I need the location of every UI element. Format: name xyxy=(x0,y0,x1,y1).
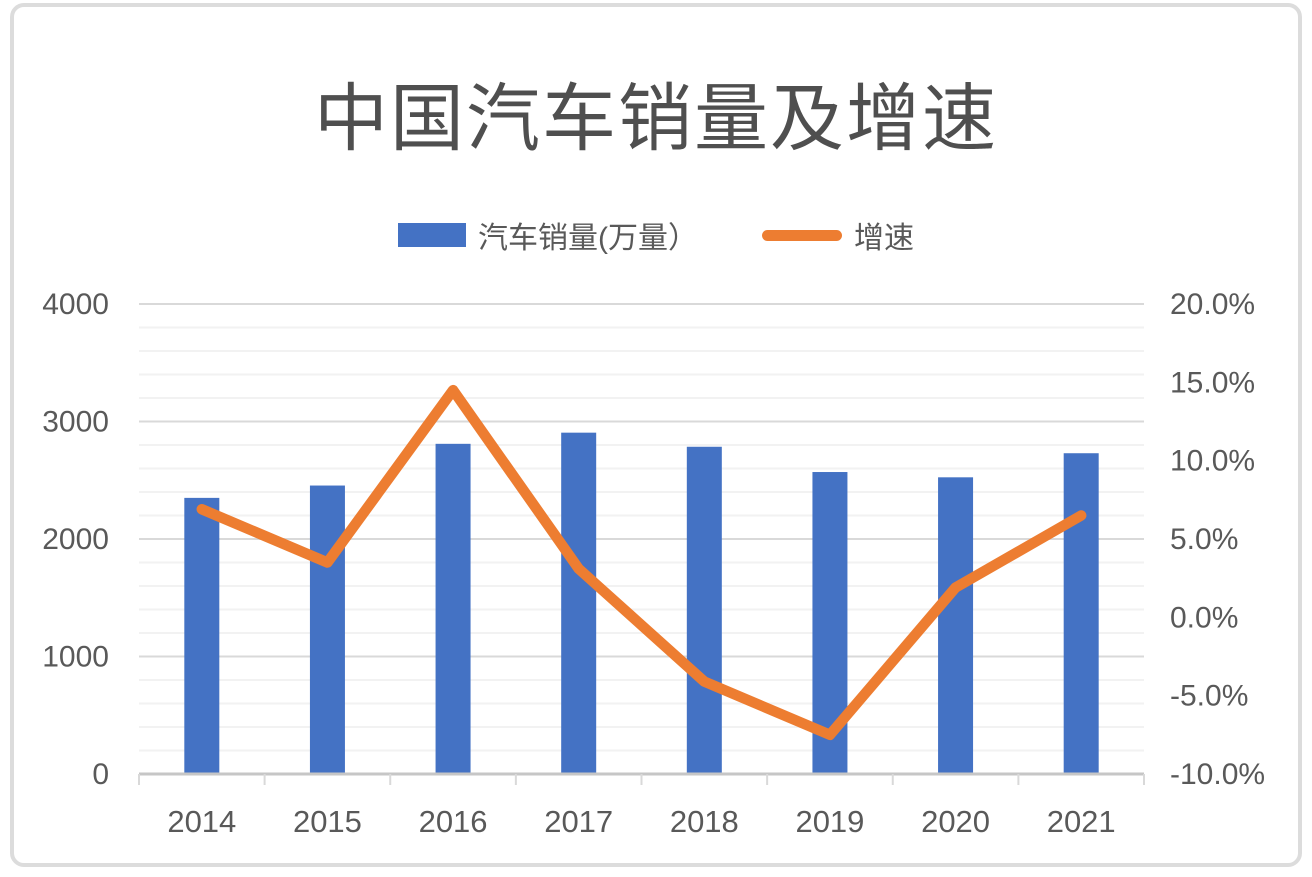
x-tick-label: 2021 xyxy=(1047,804,1116,839)
x-tick-label: 2019 xyxy=(795,804,864,839)
x-tick-label: 2018 xyxy=(670,804,739,839)
legend-item-sales: 汽车销量(万量） xyxy=(398,213,698,257)
bar-2018 xyxy=(686,446,722,774)
bar-2015 xyxy=(309,485,345,774)
bar-2017 xyxy=(561,432,597,774)
x-tick-label: 2016 xyxy=(419,804,488,839)
legend-sales-label: 汽车销量(万量） xyxy=(478,222,698,255)
bar-2016 xyxy=(435,443,471,774)
y-left-tick-label: 2000 xyxy=(42,523,109,556)
growth-legend-swatch-icon xyxy=(762,229,842,241)
x-tick-label: 2015 xyxy=(293,804,362,839)
y-right-tick-label: 10.0% xyxy=(1170,445,1255,478)
y-right-tick-label: 15.0% xyxy=(1170,366,1255,399)
y-right-tick-label: 5.0% xyxy=(1170,523,1238,556)
legend-item-growth: 增速 xyxy=(762,213,914,257)
y-right-tick-label: 0.0% xyxy=(1170,601,1238,634)
y-left-tick-label: 1000 xyxy=(42,641,109,674)
x-tick-label: 2020 xyxy=(921,804,990,839)
sales-legend-swatch-icon xyxy=(398,223,466,247)
y-right-tick-label: -5.0% xyxy=(1170,680,1248,713)
y-right-tick-label: 20.0% xyxy=(1170,288,1255,321)
bar-2014 xyxy=(184,497,220,774)
chart-title: 中国汽车销量及增速 xyxy=(314,77,998,160)
y-left-tick-label: 4000 xyxy=(42,288,109,321)
legend: 汽车销量(万量） 增速 xyxy=(14,213,1298,257)
bar-2020 xyxy=(938,477,974,774)
x-tick-label: 2014 xyxy=(167,804,236,839)
combo-chart: 0 1000 2000 3000 4000 20.0% 15.0% 10.0% 5.0% 0.0%… xyxy=(42,288,1265,839)
legend-growth-label: 增速 xyxy=(854,222,914,255)
growth-line xyxy=(196,384,1087,741)
chart-card: 中国汽车销量及增速 汽车销量(万量） 增速 0 1000 2000 3000 4000 2… xyxy=(10,3,1302,867)
x-tick-label: 2017 xyxy=(544,804,613,839)
y-left-tick-label: 0 xyxy=(92,758,109,791)
bar-2021 xyxy=(1063,453,1099,774)
y-left-tick-label: 3000 xyxy=(42,406,109,439)
y-right-tick-label: -10.0% xyxy=(1170,758,1265,791)
